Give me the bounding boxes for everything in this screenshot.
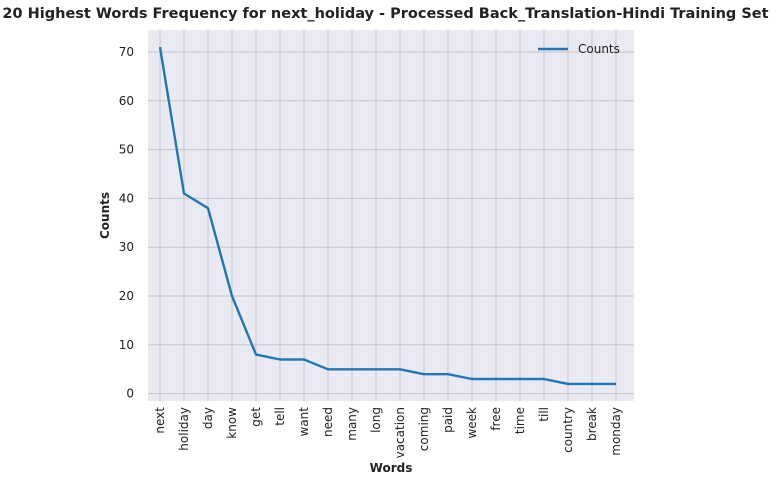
- x-tick-label: coming: [417, 407, 431, 451]
- y-tick-label: 60: [119, 94, 134, 108]
- x-tick-label: country: [561, 407, 575, 453]
- y-tick-label: 40: [119, 191, 134, 205]
- y-tick-label: 0: [126, 387, 134, 401]
- legend: Counts: [538, 42, 620, 56]
- x-tick-label: till: [537, 407, 551, 422]
- chart-title: 20 Highest Words Frequency for next_holi…: [2, 6, 769, 22]
- x-tick-label: know: [225, 407, 239, 439]
- x-tick-label: need: [321, 407, 335, 437]
- x-tick-label: long: [369, 407, 383, 433]
- x-tick-label: break: [585, 407, 599, 441]
- y-tick-label: 20: [119, 289, 134, 303]
- x-tick-label: day: [201, 407, 215, 429]
- y-tick-label: 50: [119, 143, 134, 157]
- y-tick-label: 30: [119, 240, 134, 254]
- x-tick-label: paid: [441, 407, 455, 433]
- x-tick-label: free: [489, 407, 503, 431]
- y-tick-label: 10: [119, 338, 134, 352]
- x-tick-label: monday: [609, 407, 623, 456]
- x-tick-label: next: [153, 407, 167, 434]
- x-tick-label: week: [465, 407, 479, 439]
- legend-label-counts: Counts: [578, 42, 620, 56]
- x-tick-label: get: [249, 407, 263, 427]
- x-tick-label: vacation: [393, 407, 407, 458]
- plot-area: [148, 30, 634, 401]
- x-tick-label: want: [297, 407, 311, 437]
- grid-lines: [148, 30, 634, 401]
- x-tick-label: tell: [273, 407, 287, 426]
- y-tick-label: 70: [119, 45, 134, 59]
- y-axis-label: Counts: [98, 192, 112, 239]
- x-tick-label: time: [513, 407, 527, 434]
- x-tick-label: holiday: [177, 407, 191, 451]
- y-axis-ticks: 0 10 20 30 40 50 60 70: [119, 45, 134, 401]
- x-axis-ticks: next holiday day know get tell want need many lon…: [153, 407, 623, 459]
- x-tick-label: many: [345, 407, 359, 441]
- series-line-counts: [158, 46, 616, 386]
- x-axis-label: Words: [370, 461, 413, 475]
